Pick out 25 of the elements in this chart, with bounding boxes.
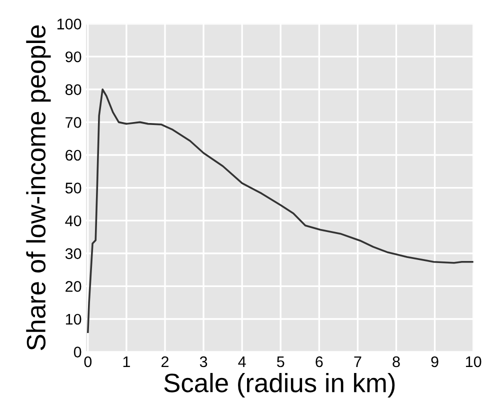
y-tick-label: 40 bbox=[65, 215, 82, 226]
y-tick-label: 20 bbox=[66, 281, 82, 292]
x-tick-label: 3 bbox=[200, 356, 208, 368]
x-tick-label: 9 bbox=[431, 356, 438, 368]
x-tick-label: 10 bbox=[466, 356, 482, 368]
x-tick-label: 5 bbox=[276, 356, 284, 368]
line-series bbox=[86, 88, 474, 334]
y-axis-title: Share of low-income people bbox=[26, 25, 51, 350]
x-axis-title: Scale (radius in km) bbox=[164, 372, 395, 398]
x-tick-label: 8 bbox=[392, 356, 400, 368]
x-tick-label: 6 bbox=[316, 356, 323, 368]
y-tick-label: 30 bbox=[65, 248, 82, 260]
y-tick-label: 70 bbox=[66, 117, 82, 128]
x-tick-label: 4 bbox=[238, 356, 246, 368]
y-tick-label: 10 bbox=[66, 314, 82, 325]
y-tick-label: 50 bbox=[65, 182, 82, 194]
x-tick-label: 1 bbox=[123, 356, 130, 368]
y-tick-label: 100 bbox=[57, 18, 82, 30]
y-tick-label: 90 bbox=[66, 51, 82, 62]
y-tick-label: 80 bbox=[65, 84, 82, 96]
x-tick-label: 2 bbox=[162, 356, 168, 368]
x-tick-label: 7 bbox=[354, 356, 362, 368]
x-tick-label: 0 bbox=[84, 356, 92, 368]
y-tick-label: 0 bbox=[74, 346, 82, 358]
y-tick-label: 60 bbox=[66, 150, 82, 161]
